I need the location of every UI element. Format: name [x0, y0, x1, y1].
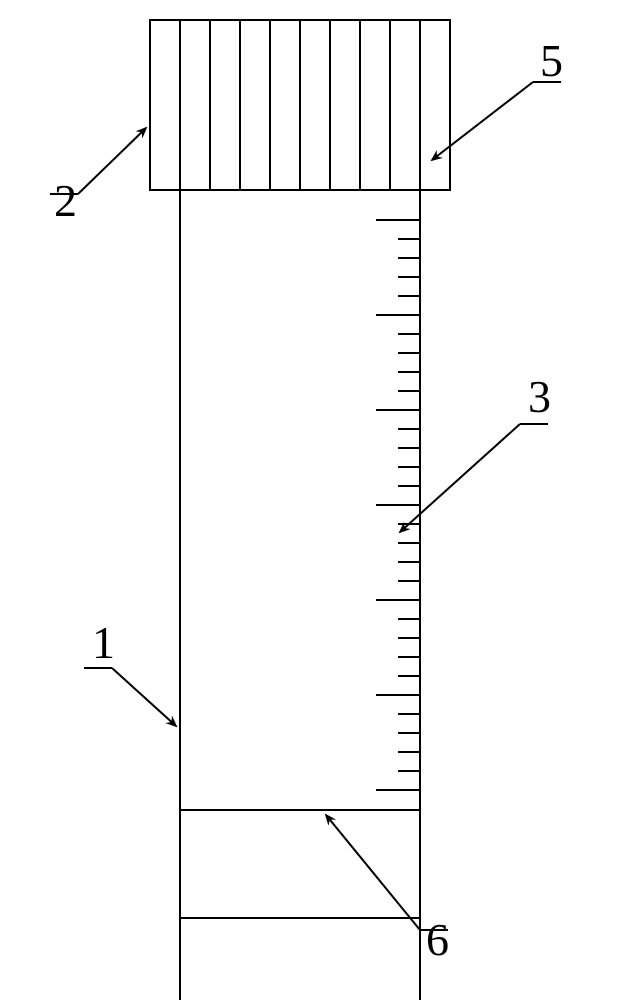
- label-3: 3: [528, 371, 551, 422]
- leader-arrow: [326, 815, 420, 930]
- label-1: 1: [92, 617, 115, 668]
- label-2: 2: [54, 175, 77, 226]
- leader-arrow: [432, 82, 533, 160]
- leader-arrow: [112, 668, 176, 726]
- label-6: 6: [426, 914, 449, 965]
- leader-arrow: [400, 424, 520, 532]
- technical-diagram: 1 2 3 5 6: [0, 0, 621, 1000]
- leader-arrow: [78, 128, 146, 194]
- label-5: 5: [540, 35, 563, 86]
